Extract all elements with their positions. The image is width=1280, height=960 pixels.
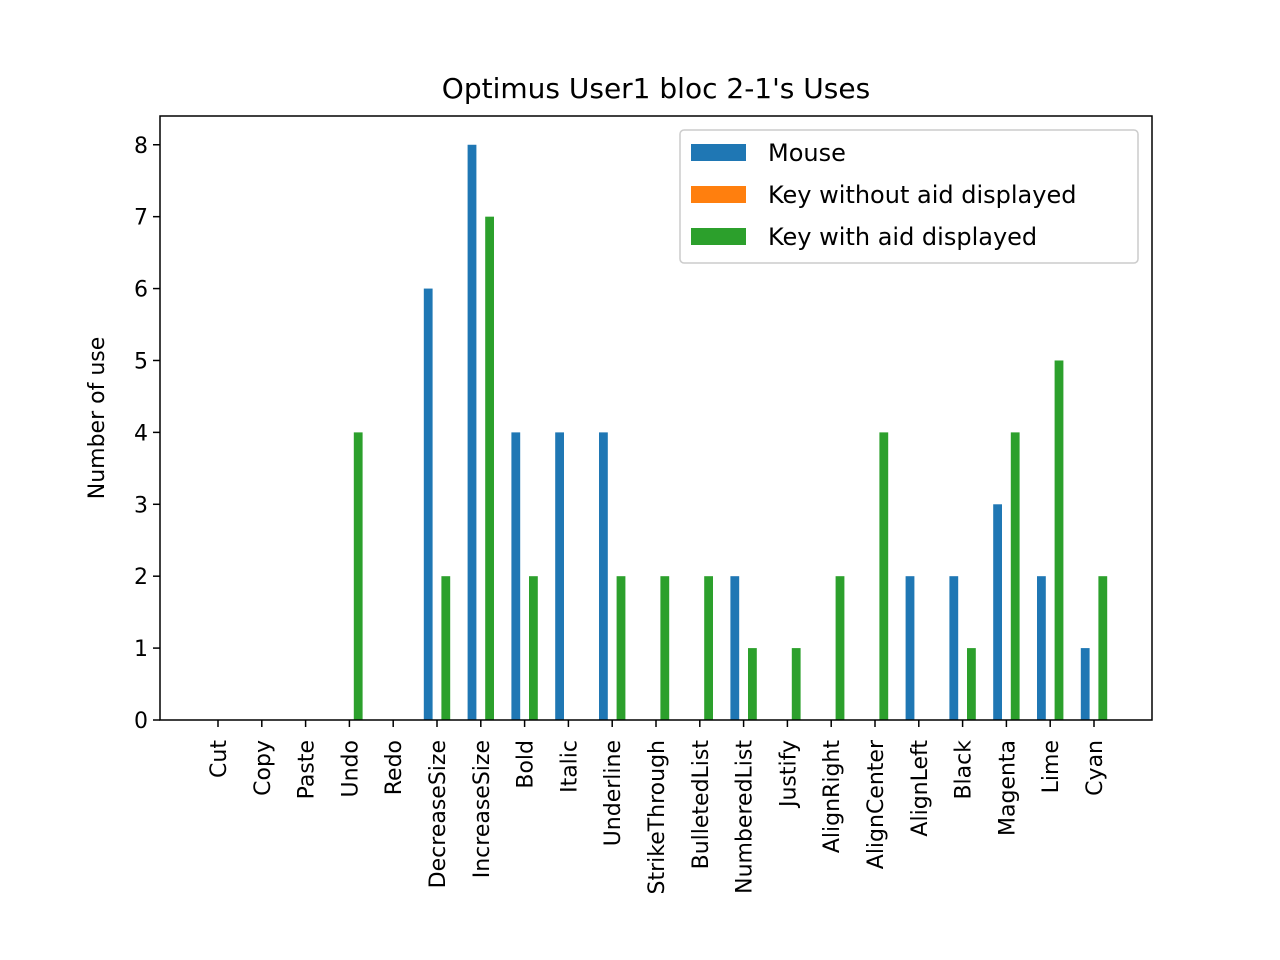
x-tick-label-strikethrough: StrikeThrough bbox=[645, 740, 670, 895]
bar-key-with-aid-displayed-alignright bbox=[835, 576, 845, 720]
bar-key-with-aid-displayed-numberedlist bbox=[748, 648, 757, 720]
x-tick-label-redo: Redo bbox=[382, 740, 407, 795]
bar-mouse-black bbox=[949, 576, 959, 720]
y-tick-label: 5 bbox=[134, 349, 148, 374]
bar-key-with-aid-displayed-aligncenter bbox=[879, 432, 889, 720]
x-tick-label-italic: Italic bbox=[557, 740, 582, 793]
bar-mouse-lime bbox=[1037, 576, 1046, 720]
bar-mouse-alignleft bbox=[905, 576, 915, 720]
x-tick-label-copy: Copy bbox=[251, 740, 276, 796]
bar-mouse-underline bbox=[599, 432, 608, 720]
x-tick-label-alignleft: AlignLeft bbox=[908, 740, 933, 837]
legend-label-key-without-aid-displayed: Key without aid displayed bbox=[768, 181, 1076, 209]
bar-mouse-cyan bbox=[1080, 648, 1090, 720]
bar-key-with-aid-displayed-justify bbox=[791, 648, 801, 720]
x-axis: Cut Copy Paste Undo Redo DecreaseSize Increase… bbox=[207, 720, 1108, 895]
x-tick-label-alignright: AlignRight bbox=[820, 740, 845, 853]
bar-key-with-aid-displayed-decreasesize bbox=[441, 576, 451, 720]
y-tick-label: 1 bbox=[134, 637, 148, 662]
x-tick-label-undo: Undo bbox=[338, 740, 363, 797]
x-tick-label-cut: Cut bbox=[207, 740, 232, 778]
y-tick-label: 8 bbox=[134, 134, 148, 159]
x-tick-label-paste: Paste bbox=[295, 740, 320, 799]
bar-key-with-aid-displayed-black bbox=[967, 648, 976, 720]
y-tick-label: 7 bbox=[134, 206, 148, 231]
legend: Mouse Key without aid displayed Key with a… bbox=[679, 129, 1139, 264]
bar-mouse-numberedlist bbox=[730, 576, 740, 720]
x-tick-label-lime: Lime bbox=[1039, 740, 1064, 793]
x-tick-label-decreasesize: DecreaseSize bbox=[426, 740, 451, 888]
legend-swatch-key-with-aid-displayed bbox=[691, 228, 746, 245]
legend-swatch-key-without-aid-displayed bbox=[691, 186, 746, 203]
bar-key-with-aid-displayed-underline bbox=[616, 576, 626, 720]
x-tick-label-justify: Justify bbox=[776, 740, 801, 809]
bars-group bbox=[353, 144, 1108, 720]
bar-mouse-decreasesize bbox=[423, 288, 433, 720]
x-tick-label-magenta: Magenta bbox=[995, 740, 1020, 836]
bar-key-with-aid-displayed-magenta bbox=[1010, 432, 1020, 720]
legend-box bbox=[679, 129, 1139, 264]
legend-label-key-with-aid-displayed: Key with aid displayed bbox=[768, 223, 1037, 251]
chart-title: Optimus User1 bloc 2-1's Uses bbox=[442, 72, 870, 105]
bar-mouse-magenta bbox=[993, 504, 1002, 720]
y-tick-label: 6 bbox=[134, 278, 148, 303]
y-tick-label: 0 bbox=[134, 709, 148, 734]
y-tick-label: 3 bbox=[134, 493, 148, 518]
y-axis: 0 1 2 3 4 5 6 7 8 bbox=[134, 134, 160, 734]
x-tick-label-underline: Underline bbox=[601, 740, 626, 846]
plot-frame bbox=[159, 115, 1153, 721]
x-tick-label-increasesize: IncreaseSize bbox=[470, 740, 495, 878]
x-tick-label-black: Black bbox=[952, 740, 977, 800]
bar-mouse-italic bbox=[555, 432, 564, 720]
y-tick-label: 4 bbox=[134, 421, 148, 446]
legend-label-mouse: Mouse bbox=[768, 139, 846, 167]
bar-key-with-aid-displayed-bold bbox=[529, 576, 538, 720]
bar-mouse-increasesize bbox=[467, 144, 477, 720]
y-axis-label: Number of use bbox=[85, 337, 110, 500]
x-tick-label-bold: Bold bbox=[514, 740, 539, 789]
x-tick-label-cyan: Cyan bbox=[1083, 740, 1108, 796]
x-tick-label-aligncenter: AlignCenter bbox=[864, 739, 889, 869]
bar-key-with-aid-displayed-lime bbox=[1054, 360, 1064, 720]
legend-swatch-mouse bbox=[691, 144, 746, 161]
bar-key-with-aid-displayed-cyan bbox=[1098, 576, 1108, 720]
bar-key-with-aid-displayed-undo bbox=[353, 432, 363, 720]
x-tick-label-bulletedlist: BulletedList bbox=[689, 740, 714, 870]
bar-key-with-aid-displayed-increasesize bbox=[485, 216, 494, 720]
bar-key-with-aid-displayed-bulletedlist bbox=[704, 576, 713, 720]
bar-key-with-aid-displayed-strikethrough bbox=[660, 576, 670, 720]
x-tick-label-numberedlist: NumberedList bbox=[733, 740, 758, 894]
y-tick-label: 2 bbox=[134, 565, 148, 590]
bar-mouse-bold bbox=[511, 432, 521, 720]
